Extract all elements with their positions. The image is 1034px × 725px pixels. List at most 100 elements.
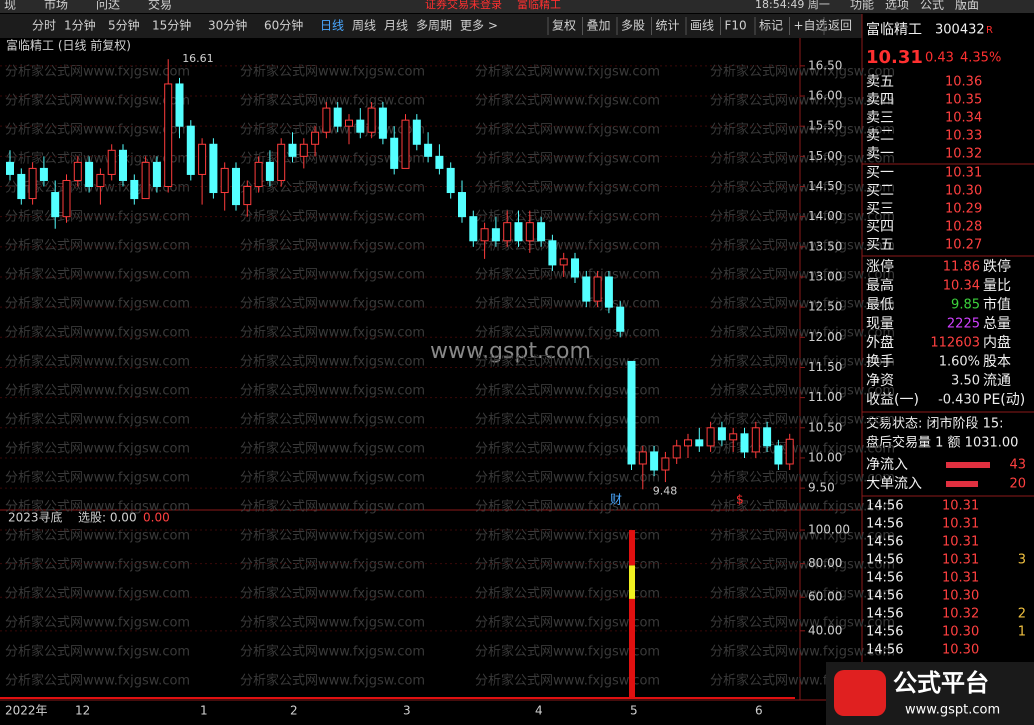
candle-body [480,228,489,242]
book-label: 卖四 [866,92,894,108]
last-price: 10.31 [866,47,923,68]
bg-watermark: 分析家公式网www.fxjgsw.com [475,383,660,399]
bg-watermark: 分析家公式网www.fxjgsw.com [5,412,190,428]
tool-button[interactable]: 叠加 [587,19,611,33]
candle-body [164,83,173,188]
candle-body [627,360,636,465]
period-tab[interactable]: 日线 [320,19,344,33]
menu-item[interactable]: 问达 [96,0,120,12]
tick-price: 10.31 [942,571,979,586]
candle-body [514,222,523,242]
logo-url: www.gspt.com [905,703,1000,718]
bg-watermark: 分析家公式网www.fxjgsw.com [710,644,895,660]
bg-watermark: 分析家公式网www.fxjgsw.com [240,615,425,631]
indicator-extra: 0.00 [143,511,170,525]
signal-bar [629,598,635,698]
bg-watermark: 分析家公式网www.fxjgsw.com [5,557,190,573]
candle-body [6,161,14,175]
candle-body [424,143,433,157]
stat-label: 净资 [866,373,894,389]
candle-body [311,131,320,145]
tick-price: 10.32 [942,607,979,622]
bg-watermark: 分析家公式网www.fxjgsw.com [240,267,425,283]
period-tab[interactable]: 月线 [384,19,408,33]
period-tab[interactable]: 60分钟 [264,18,303,33]
tick-price: 10.30 [942,643,979,658]
y-tick-label: 11.00 [808,390,842,404]
bg-watermark: 分析家公式网www.fxjgsw.com [475,412,660,428]
candle-body [559,258,568,266]
candle-body [288,143,297,157]
bg-watermark: 分析家公式网www.fxjgsw.com [240,673,425,689]
y-tick-label: 14.00 [808,209,842,223]
candle-body [661,457,670,471]
menu-item[interactable]: 公式 [920,0,944,12]
tool-button[interactable]: 复权 [552,19,576,33]
menu-item[interactable]: 市场 [44,0,68,12]
stat-label: 外盘 [866,334,894,351]
price-change: 0.43 [925,51,954,66]
candle-body [62,179,71,218]
menu-item[interactable]: 现 [4,0,16,12]
period-tab[interactable]: 更多 > [460,19,498,33]
book-label: 卖一 [866,146,894,162]
period-tab[interactable]: 30分钟 [208,18,247,33]
indicator-title: 2023寻底 [8,510,63,525]
candle-body [785,438,794,465]
book-label: 买一 [866,165,894,181]
tool-button[interactable]: F10 [725,19,747,33]
menu-item[interactable]: 交易 [148,0,172,12]
bg-watermark: 分析家公式网www.fxjgsw.com [710,557,895,573]
tool-button[interactable]: 多股 [621,19,645,33]
event-marker: 财 [610,493,622,507]
candle-body [17,173,26,200]
y-tick-label: 11.50 [808,360,842,374]
bg-watermark: 分析家公式网www.fxjgsw.com [710,180,895,196]
y-tick-label: 10.50 [808,420,842,434]
period-tab[interactable]: 15分钟 [152,18,191,33]
menu-item[interactable]: 版面 [955,0,979,12]
tool-button[interactable]: 统计 [656,19,680,33]
y-tick-label: 80.00 [808,556,842,570]
menu-item[interactable]: 选项 [885,0,909,12]
book-label: 卖三 [866,110,894,126]
signal-bar [629,565,635,599]
candle-body [175,83,184,127]
stock-flag: R [986,25,993,36]
bg-watermark: 分析家公式网www.fxjgsw.com [240,499,425,515]
book-label: 买二 [866,183,894,199]
period-tab[interactable]: 分时 [32,19,56,33]
candle-body [73,161,82,181]
tick-volume: 3 [1018,553,1026,568]
candle-body [198,143,207,175]
stat-value: 2225 [947,317,980,332]
candle-body [28,167,37,200]
tool-button[interactable]: +自选 [794,19,828,33]
candle-body [717,427,726,441]
tick-time: 14:56 [866,499,903,514]
period-tab[interactable]: 1分钟 [64,18,96,33]
period-tab[interactable]: 5分钟 [108,18,140,33]
candle-body [356,119,365,133]
tool-button[interactable]: 标记 [759,19,783,33]
bg-watermark: 分析家公式网www.fxjgsw.com [240,64,425,80]
period-tab[interactable]: 周线 [352,19,376,33]
menu-item[interactable]: 功能 [850,0,874,12]
y-tick-label: 13.00 [808,269,842,283]
period-tab[interactable]: 多周期 [416,19,452,33]
tool-button[interactable]: 返回 [828,19,852,33]
bg-watermark: 分析家公式网www.fxjgsw.com [240,557,425,573]
candle-body [186,125,195,175]
book-price: 10.34 [945,111,982,126]
x-label: 12 [75,704,90,718]
bg-watermark: 分析家公式网www.fxjgsw.com [240,93,425,109]
stat-label: 流通 [983,373,1011,389]
bg-watermark: 分析家公式网www.fxjgsw.com [240,238,425,254]
stat-label: 跌停 [983,258,1011,275]
candle-body [537,222,546,242]
y-tick-label: 15.00 [808,149,842,163]
tool-button[interactable]: 画线 [690,19,714,33]
candle-body [740,433,749,453]
candle-body [412,119,421,145]
bg-watermark: 分析家公式网www.fxjgsw.com [710,238,895,254]
